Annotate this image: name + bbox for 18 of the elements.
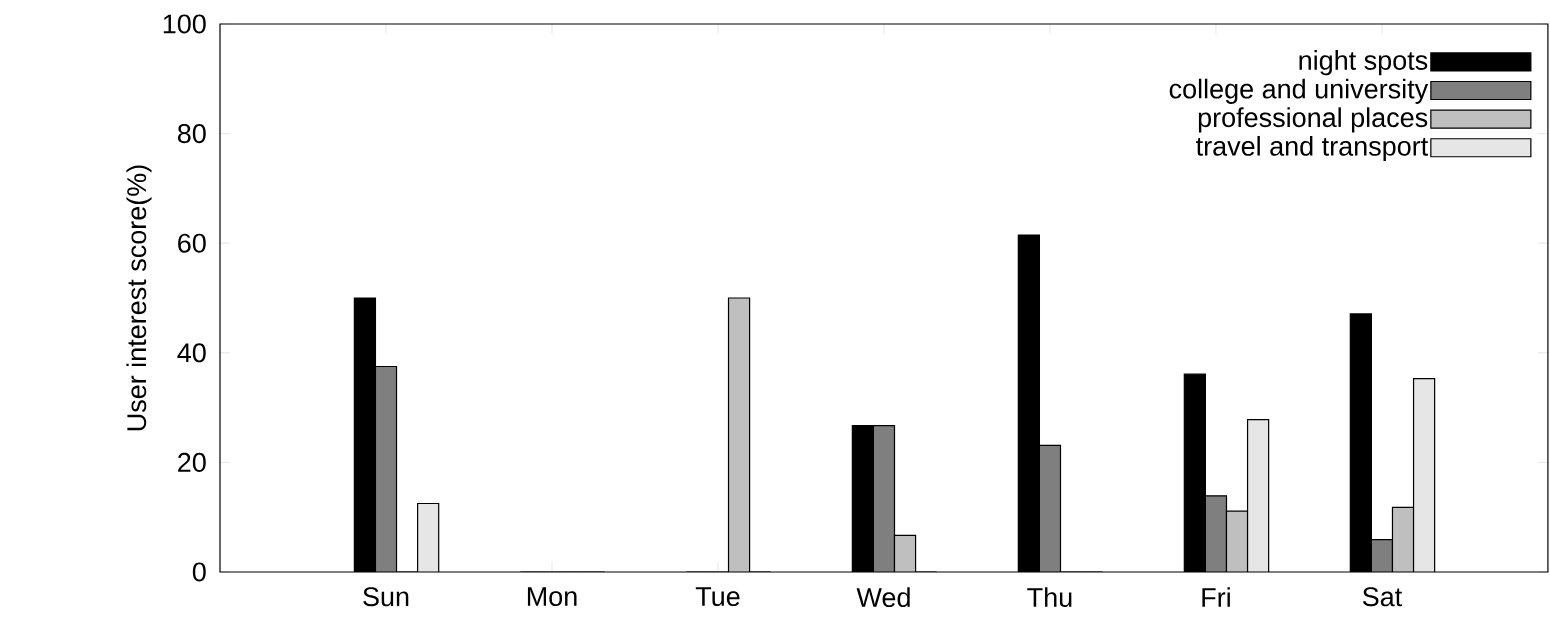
legend-label: night spots (1299, 50, 1428, 76)
y-tick-label: 80 (177, 124, 206, 144)
y-tick-label: 100 (163, 14, 206, 34)
x-tick-label: Thu (1027, 587, 1072, 608)
legend-label: professional places (1198, 107, 1428, 133)
x-tick-label: Tue (695, 587, 740, 607)
x-tick-label: Mon (527, 587, 577, 607)
y-tick-label: 0 (192, 562, 206, 582)
x-tick-label: Fri (1202, 587, 1230, 607)
y-tick-label: 60 (178, 233, 206, 253)
y-tick-label: 40 (177, 343, 206, 363)
x-tick-label: Sat (1362, 587, 1402, 607)
y-axis-title: User interest score(%) (126, 165, 152, 431)
x-tick-label: Wed (856, 587, 910, 608)
legend-label: college and university (1169, 78, 1429, 104)
legend-label: travel and transport (1196, 135, 1428, 162)
y-tick-label: 20 (178, 452, 206, 472)
x-tick-label: Sun (363, 587, 409, 607)
